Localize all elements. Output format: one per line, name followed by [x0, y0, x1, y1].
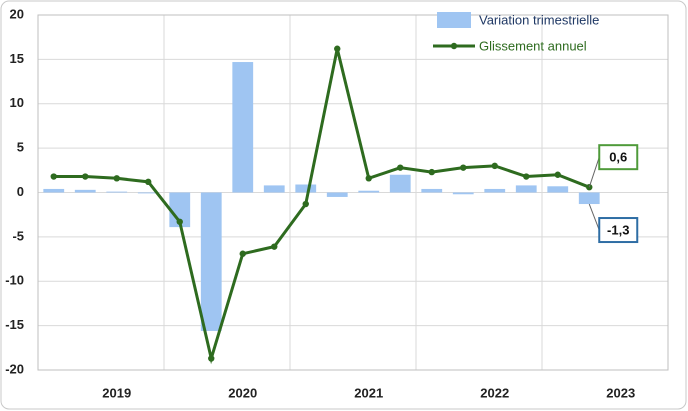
x-tick-label: 2022: [480, 385, 509, 400]
bar: [43, 188, 65, 193]
line-marker: [365, 175, 372, 182]
line-marker: [554, 171, 561, 178]
y-tick-label: -20: [5, 361, 24, 376]
y-tick-label: -10: [5, 273, 24, 288]
line-marker: [460, 164, 467, 171]
line-marker: [428, 168, 435, 176]
x-tick-label: 2021: [354, 385, 383, 400]
y-tick-label: 0: [17, 184, 24, 199]
bar: [74, 189, 96, 193]
callout-leader: [588, 203, 600, 231]
legend-marker: [450, 42, 458, 50]
x-tick-label: 2023: [606, 385, 635, 400]
y-tick-label: -5: [12, 228, 24, 243]
line-marker: [82, 173, 89, 180]
x-tick-label: 2019: [102, 385, 131, 400]
callout-box: [598, 144, 639, 171]
line: [53, 48, 590, 365]
bar: [578, 192, 600, 205]
bar: [169, 192, 191, 228]
line-marker: [334, 45, 341, 52]
line-marker: [302, 200, 309, 208]
line-marker: [208, 355, 215, 362]
legend-label: Variation trimestrielle: [479, 12, 599, 27]
bar: [232, 62, 254, 193]
y-tick-label: -15: [5, 317, 24, 332]
legend-swatch: [437, 12, 471, 28]
bar: [326, 192, 348, 197]
line-marker: [50, 173, 57, 180]
line-marker: [523, 173, 530, 180]
y-tick-label: 20: [10, 6, 24, 21]
bar: [137, 192, 159, 194]
line-marker: [397, 164, 404, 171]
bar: [106, 191, 128, 193]
y-tick-label: 5: [17, 140, 24, 155]
line-marker: [113, 175, 120, 182]
bar: [515, 185, 537, 193]
bar: [421, 188, 443, 193]
bar: [547, 186, 569, 193]
bar: [200, 192, 222, 331]
callout-box: [598, 217, 639, 244]
bar: [389, 174, 411, 193]
line-marker: [239, 250, 246, 257]
y-tick-label: 15: [10, 51, 24, 66]
line-marker: [145, 178, 152, 186]
plot-border: [37, 14, 669, 371]
bar: [484, 188, 506, 193]
bar: [452, 192, 474, 195]
y-tick-label: 10: [10, 95, 24, 110]
data-label: -1,3: [607, 222, 629, 237]
callout-leader: [588, 157, 600, 188]
legend-label: Glissement annuel: [479, 38, 587, 53]
line-marker: [176, 218, 183, 225]
line-marker: [271, 243, 278, 250]
data-label: 0,6: [609, 150, 627, 165]
line-marker: [491, 162, 498, 170]
bar: [358, 190, 380, 193]
bar: [295, 184, 317, 193]
bar: [263, 185, 285, 193]
x-tick-label: 2020: [228, 385, 257, 400]
